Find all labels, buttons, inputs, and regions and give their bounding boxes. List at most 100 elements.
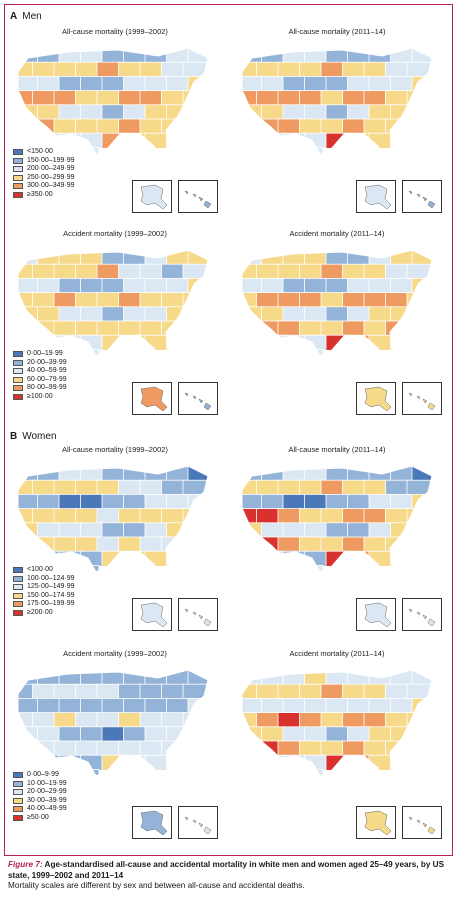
state-region [304,104,329,121]
inset-hawaii-b2 [178,806,218,839]
state-region [18,263,35,280]
legend-item: 40·00–49·99 [13,805,67,814]
state-region [347,250,372,266]
state-region [347,48,372,64]
state-region [161,61,186,78]
state-region [282,494,307,511]
state-region [320,508,345,525]
state-region [304,132,329,149]
legend-label: 150·00–174·99 [27,591,75,599]
state-region [325,76,350,93]
state-region [58,48,83,64]
state-region [277,536,302,553]
figure-frame [4,4,453,856]
inset-hawaii-a1 [178,180,218,213]
state-region [320,740,345,757]
state-region [242,670,264,686]
state-region [187,132,208,149]
map-a-accident-1999 [17,249,209,361]
map-a-allcause-1999 [17,47,209,159]
state-region [299,536,324,553]
state-region [347,334,372,351]
state-region [385,292,410,309]
legend-label: 175·00–199·99 [27,600,75,607]
state-region [282,48,307,64]
state-region [320,320,345,337]
legend-swatch [13,393,23,400]
state-region [96,508,121,525]
state-region [37,494,62,511]
state-region [18,76,40,93]
state-region [304,726,329,743]
state-region [96,479,121,496]
inset-alaska-a2-right [356,382,396,415]
state-region [118,118,143,135]
state-region [75,536,100,553]
legend-item: 125·00–149·99 [13,583,75,592]
state-region [80,522,105,539]
legend-swatch [13,191,23,198]
state-region [282,250,307,266]
state-region [242,61,259,78]
state-region [411,76,432,93]
state-region [304,550,329,567]
state-region [144,494,169,511]
state-region [277,118,302,135]
hawaii-shape [408,392,436,411]
state-region [242,292,259,309]
state-region [18,118,35,135]
state-region [342,712,367,729]
state-region [261,104,286,121]
state-region [18,712,35,729]
state-region [101,278,126,295]
state-region [123,698,148,715]
legend-label: ≥200·00 [27,608,53,616]
state-region [118,263,143,280]
state-region [32,292,57,309]
state-region [242,118,259,135]
section-word: Women [22,431,57,442]
state-region [299,320,324,337]
state-region [187,278,208,295]
state-region [242,740,259,757]
state-region [347,466,372,482]
country-outline [17,465,209,577]
state-region [161,683,186,700]
legend-label: 150·00–199·99 [27,156,75,164]
legend-item: ≥200·00 [13,609,75,618]
state-region [101,306,126,323]
state-region [385,508,410,525]
legend-swatch [13,592,23,599]
state-region [299,508,324,525]
state-region [277,508,302,525]
state-region [261,522,286,539]
state-region [144,104,169,121]
state-region [187,522,208,539]
state-region [182,740,207,757]
hawaii-shape [408,608,436,627]
state-region [101,494,126,511]
state-region [53,683,78,700]
state-region [256,292,281,309]
state-region [187,754,208,771]
state-region [18,479,35,496]
legend-swatch [13,183,23,190]
state-region [277,565,302,576]
state-region [411,494,432,511]
map-a-accident-2011 [241,249,433,361]
state-region [342,292,367,309]
section-b-label: B Women [10,431,57,442]
state-region [75,349,100,360]
state-region [256,61,281,78]
state-region [37,76,62,93]
state-region [139,320,164,337]
state-region [58,104,83,121]
section-a-label: A Men [10,11,42,22]
state-region [304,494,329,511]
legend-item: 20·00–39·99 [13,359,67,368]
state-region [282,104,307,121]
state-region [166,132,191,149]
state-region [139,263,164,280]
state-region [58,726,83,743]
state-region [123,278,148,295]
